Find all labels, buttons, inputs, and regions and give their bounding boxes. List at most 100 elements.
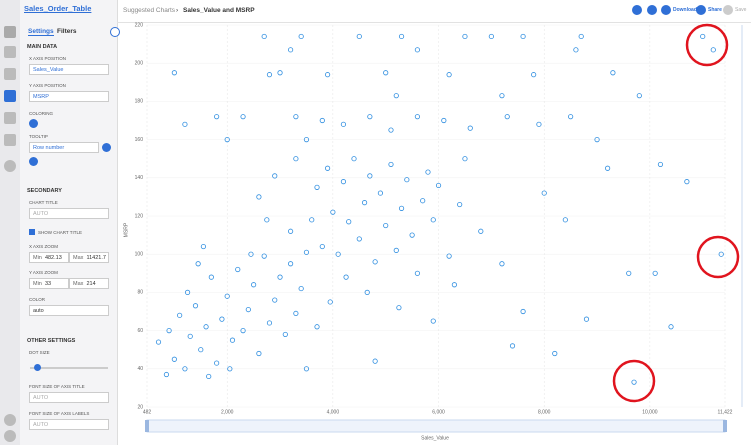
range-slider[interactable]	[146, 419, 726, 433]
section-title: MAIN DATA	[27, 44, 58, 50]
nav-icon[interactable]	[4, 414, 16, 426]
data-point	[343, 274, 349, 280]
data-point	[700, 33, 706, 40]
data-point	[509, 343, 516, 349]
x-tick-label: 6,000	[432, 409, 445, 415]
field-label: COLOR	[29, 297, 46, 302]
data-point	[224, 293, 230, 299]
data-point	[536, 121, 542, 127]
annotation-circle	[685, 23, 729, 67]
x-tick-label: 10,000	[642, 409, 658, 415]
data-point	[446, 253, 452, 259]
data-point	[626, 270, 632, 276]
nav-icon[interactable]	[4, 134, 16, 146]
data-point	[351, 156, 357, 162]
data-point	[383, 70, 389, 76]
data-point	[356, 236, 362, 242]
text-input[interactable]: AUTO	[29, 419, 109, 430]
header: Suggested Charts › Sales_Value and MSRP …	[117, 0, 751, 23]
nav-icon[interactable]	[4, 160, 16, 172]
data-point	[319, 243, 325, 250]
y-tick-label: 40	[137, 366, 143, 372]
data-point	[414, 270, 421, 276]
number-input[interactable]: Max 214	[69, 278, 109, 289]
tab[interactable]: Filters	[57, 28, 77, 35]
nav-icon[interactable]	[4, 46, 16, 58]
dropdown[interactable]: MSRP	[29, 91, 109, 102]
share-button[interactable]: Share	[708, 7, 722, 13]
data-point	[288, 228, 294, 234]
data-point	[573, 47, 579, 53]
input-value: 33	[44, 281, 52, 287]
data-point	[251, 282, 257, 288]
data-point	[163, 371, 170, 378]
download-button[interactable]: Download	[673, 7, 697, 13]
data-point	[520, 33, 526, 40]
number-input[interactable]: Min 33	[29, 278, 69, 289]
data-point	[430, 318, 436, 324]
data-point	[335, 251, 341, 257]
annotation-circle	[612, 359, 656, 403]
y-tick-label: 100	[135, 252, 144, 258]
data-point	[309, 217, 315, 223]
dropdown[interactable]: Sales_Value	[29, 64, 109, 75]
data-point	[541, 190, 547, 196]
x-tick-label: 8,000	[538, 409, 551, 415]
number-input[interactable]: Max 11421.7	[69, 252, 109, 263]
x-tick-label: 11,422	[718, 409, 733, 415]
y-tick-label: 80	[137, 290, 143, 296]
range-handle[interactable]	[145, 420, 149, 432]
y-tick-label: 160	[135, 137, 144, 143]
data-point	[610, 70, 616, 76]
data-point	[441, 117, 447, 124]
sidebar: Sales_Order_Table Settings Filters MAIN …	[20, 0, 120, 445]
data-point	[409, 232, 415, 238]
y-tick-label: 180	[135, 99, 144, 105]
data-point	[552, 350, 558, 357]
data-point	[256, 194, 262, 200]
nav-icon[interactable]	[4, 112, 16, 124]
icon-button[interactable]	[647, 5, 657, 15]
data-point	[303, 366, 310, 372]
remove-button[interactable]	[102, 143, 111, 152]
checkbox[interactable]	[29, 229, 35, 235]
icon-button[interactable]	[696, 5, 706, 15]
add-button[interactable]	[29, 119, 38, 128]
text-input[interactable]: AUTO	[29, 208, 109, 219]
data-point	[261, 253, 267, 259]
nav-icon[interactable]	[4, 26, 16, 38]
x-tick-label: 2,000	[221, 409, 234, 415]
table-name[interactable]: Sales_Order_Table	[24, 4, 92, 13]
text-input[interactable]: AUTO	[29, 392, 109, 403]
data-point	[187, 333, 193, 339]
slider-thumb[interactable]	[34, 364, 41, 371]
breadcrumb[interactable]: Suggested Charts	[123, 7, 176, 14]
tab[interactable]: Settings	[28, 28, 54, 36]
text-input[interactable]: auto	[29, 305, 109, 316]
nav-icon[interactable]	[4, 68, 16, 80]
data-point	[425, 169, 431, 175]
chart: MSRP Sales_Value 20 40 60 80 100 120 140 160 180…	[123, 22, 743, 441]
number-input[interactable]: Min 482.13	[29, 252, 69, 263]
data-point	[578, 33, 584, 40]
data-point	[171, 70, 177, 76]
data-point	[367, 114, 373, 120]
collapse-button[interactable]	[110, 27, 120, 37]
data-point	[718, 251, 724, 257]
icon-button[interactable]	[632, 5, 642, 15]
icon-button[interactable]	[723, 5, 733, 15]
input-value: 214	[86, 281, 96, 287]
data-point	[364, 289, 370, 295]
save-button[interactable]: Save	[735, 7, 747, 13]
icon-button[interactable]	[661, 5, 671, 15]
nav-icon[interactable]	[4, 90, 16, 102]
range-handle[interactable]	[723, 420, 727, 432]
data-point	[266, 320, 273, 326]
y-axis-title: MSRP	[123, 222, 129, 237]
chart-name: Sales_Value and MSRP	[183, 7, 255, 14]
nav-icon[interactable]	[4, 430, 16, 442]
dropdown[interactable]: Row number	[29, 142, 99, 153]
add-button[interactable]	[29, 157, 38, 166]
data-point	[356, 33, 362, 40]
